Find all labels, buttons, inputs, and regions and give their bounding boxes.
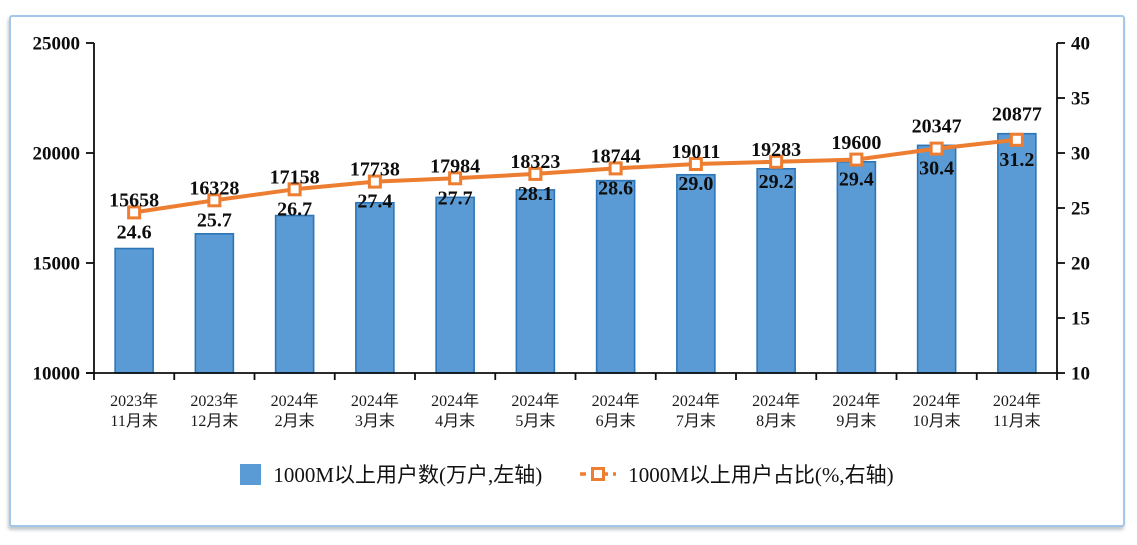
left-axis-tick-label: 10000 (33, 364, 81, 385)
bar-value-label: 20877 (992, 104, 1042, 126)
left-axis-tick-label: 20000 (33, 144, 81, 165)
legend-item-line-series: 1000M以上用户占比(%,右轴) (580, 459, 894, 489)
right-axis-tick-label: 20 (1071, 254, 1090, 275)
pct-value-label: 27.4 (357, 191, 392, 213)
pct-value-label: 25.7 (197, 209, 232, 231)
x-axis-label-line1: 2024年 (993, 392, 1041, 410)
bar (836, 161, 877, 374)
x-axis-label-line2: 11月末 (110, 412, 157, 430)
pct-value-label: 27.7 (438, 187, 473, 209)
line-marker (608, 161, 623, 176)
bar-value-label: 18323 (510, 151, 560, 173)
bar-value-label: 19283 (751, 139, 801, 161)
legend-label-bar-series: 1000M以上用户数(万户,左轴) (273, 463, 543, 487)
x-axis-label-line1: 2024年 (672, 392, 720, 410)
bar (114, 247, 154, 374)
line-marker (207, 193, 222, 208)
bar (435, 196, 475, 374)
line-marker (929, 141, 944, 156)
x-axis-label-line1: 2024年 (351, 392, 399, 410)
chart-legend: 1000M以上用户数(万户,左轴) 1000M以上用户占比(%,右轴) (11, 459, 1123, 489)
bar (194, 232, 235, 374)
line-marker (769, 154, 784, 169)
pct-value-label: 29.2 (759, 171, 794, 193)
right-axis-tick-label: 10 (1071, 364, 1090, 385)
x-axis-label-line1: 2024年 (832, 392, 880, 410)
x-axis-label-line1: 2024年 (752, 392, 800, 410)
x-axis-label-line2: 11月末 (993, 412, 1040, 430)
x-axis-label-line1: 2024年 (913, 392, 961, 410)
x-axis-label-line2: 4月末 (435, 412, 475, 430)
x-axis-label-line2: 12月末 (190, 412, 238, 430)
x-axis-label-line1: 2024年 (511, 392, 559, 410)
line-marker (287, 182, 302, 197)
pct-value-label: 29.0 (678, 173, 713, 195)
bar-value-label: 18744 (591, 145, 641, 167)
x-axis-label-line2: 5月末 (515, 412, 555, 430)
left-axis-tick-label: 25000 (33, 34, 81, 55)
legend-item-bar-series: 1000M以上用户数(万户,左轴) (240, 459, 542, 489)
x-axis-label-line2: 6月末 (596, 412, 636, 430)
x-axis-label-line1: 2023年 (190, 392, 238, 410)
x-axis-label-line1: 2023年 (110, 392, 158, 410)
line-marker (1009, 132, 1024, 147)
left-axis-tick-label: 15000 (33, 254, 81, 275)
x-axis-label-line2: 8月末 (756, 412, 796, 430)
line-marker (688, 157, 703, 171)
bar-value-label: 17158 (270, 166, 320, 188)
x-axis-label-line1: 2024年 (271, 392, 319, 410)
right-axis-tick-label: 25 (1071, 199, 1090, 220)
bar-value-label: 20347 (912, 115, 962, 137)
bar (916, 144, 957, 374)
line-marker (448, 171, 463, 186)
legend-label-line-series: 1000M以上用户占比(%,右轴) (628, 463, 894, 487)
bar-series-swatch-icon (240, 463, 262, 485)
x-axis-label-line1: 2024年 (592, 392, 640, 410)
pct-value-label: 30.4 (919, 158, 954, 180)
right-axis-tick-label: 15 (1071, 309, 1090, 330)
bar (355, 201, 395, 374)
pct-value-label: 29.4 (839, 169, 874, 191)
right-axis-tick-label: 40 (1071, 34, 1090, 55)
combo-chart: 15658 24.6 16328 25.7 17158 26.7 17738 27.4 1798… (33, 34, 1091, 431)
x-axis-label-line2: 9月末 (836, 412, 876, 430)
x-axis-label-line2: 3月末 (355, 412, 395, 430)
bar-value-label: 15658 (109, 189, 159, 211)
line-marker (127, 205, 142, 220)
bar (997, 132, 1037, 374)
x-axis-label-line2: 7月末 (676, 412, 716, 430)
bar-value-label: 19600 (831, 132, 881, 154)
bar (595, 179, 636, 374)
line-marker (367, 174, 382, 189)
pct-value-label: 28.1 (518, 183, 553, 205)
pct-value-label: 26.7 (277, 198, 312, 220)
right-axis-tick-label: 30 (1071, 144, 1090, 165)
bar (515, 189, 556, 374)
bar-series (114, 132, 1037, 374)
bar-value-label: 17738 (350, 159, 400, 181)
chart-frame: 15658 24.6 16328 25.7 17158 26.7 17738 27.4 1798… (9, 15, 1125, 527)
right-axis-tick-label: 35 (1071, 89, 1090, 110)
pct-value-label: 28.6 (598, 177, 633, 199)
bar-value-label: 17984 (430, 155, 480, 177)
data-labels: 15658 24.6 16328 25.7 17158 26.7 17738 27.4 1798… (109, 104, 1042, 244)
x-axis-label-line1: 2024年 (431, 392, 479, 410)
x-axis-label-line2: 10月末 (913, 412, 961, 430)
pct-value-label: 24.6 (117, 221, 152, 243)
axes: 10000 15000 20000 25000 10 15 20 25 30 35 40 (33, 34, 1091, 385)
bar (676, 173, 716, 374)
x-axis-label-line2: 2月末 (275, 412, 315, 430)
line-series-swatch-icon (580, 466, 617, 482)
pct-value-label: 31.2 (999, 149, 1034, 171)
line-series (132, 137, 1019, 215)
line-marker (528, 166, 543, 181)
x-axis-labels: 2023年 11月末 2023年 12月末 2024年 2月末 2024年 3月末 2024年 4… (110, 392, 1041, 430)
bar (274, 214, 315, 374)
bar (756, 167, 796, 374)
bar-value-label: 16328 (189, 177, 239, 199)
line-marker (849, 152, 864, 167)
line-markers (127, 132, 1024, 220)
bar-value-label: 19011 (671, 141, 720, 163)
